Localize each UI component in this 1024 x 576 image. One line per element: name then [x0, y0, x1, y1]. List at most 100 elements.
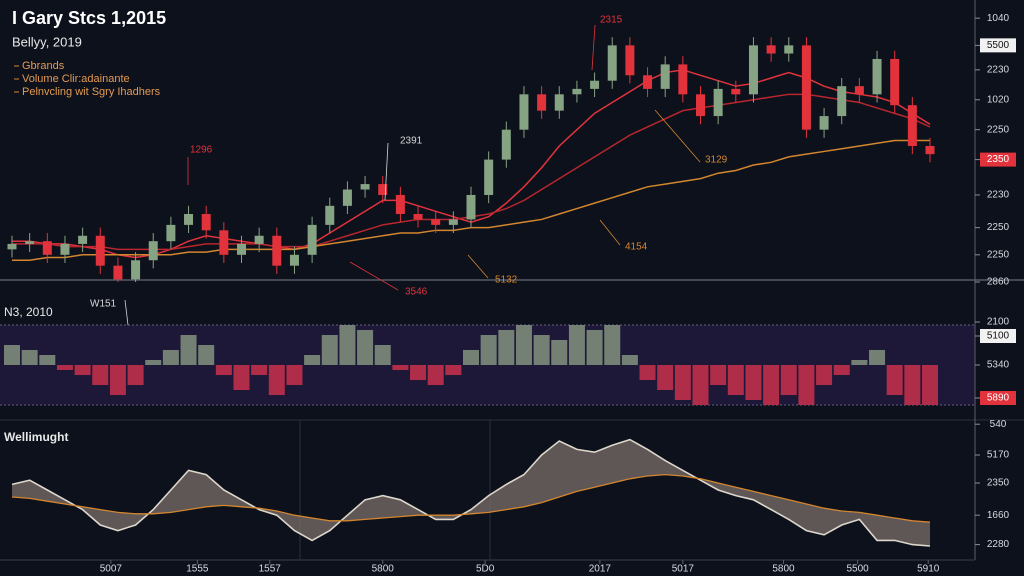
oscillator-bar: [515, 325, 532, 365]
candle-body: [819, 116, 829, 130]
oscillator-bar: [886, 365, 903, 395]
annotation-leader: [124, 299, 129, 326]
candle-body: [325, 205, 335, 225]
candle-body: [131, 260, 141, 280]
annotation-leader: [654, 109, 701, 163]
oscillator-bar: [427, 365, 444, 385]
candle-body: [237, 243, 246, 255]
tick-highlight: [980, 391, 1016, 405]
oscillator-bar: [621, 355, 638, 365]
y-tick-label: 5890: [987, 393, 1010, 404]
y-tick-label: 2250: [987, 249, 1010, 260]
x-tick-label: 5017: [672, 564, 695, 575]
oscillator-bar: [198, 345, 215, 365]
oscillator-bar: [710, 365, 727, 385]
candle-body: [572, 88, 582, 95]
y-tick-label: 2860: [987, 277, 1010, 288]
oscillator-bar: [215, 365, 232, 375]
oscillator-bar: [392, 365, 409, 370]
candle-body: [342, 189, 352, 206]
oscillator-bar: [657, 365, 674, 390]
candle-body: [748, 45, 758, 95]
oscillator-bar: [851, 360, 868, 365]
oscillator-bar: [674, 365, 691, 400]
legend-label: Gbrands: [22, 60, 65, 72]
oscillator-bar: [904, 365, 921, 405]
oscillator-bar: [445, 365, 462, 375]
candle-body: [872, 58, 882, 95]
candle-body: [307, 224, 317, 255]
oscillator-bar: [162, 350, 179, 365]
annotation-leader: [467, 254, 489, 279]
candle-body: [590, 80, 600, 89]
oscillator-bar: [780, 365, 797, 395]
candle-body: [254, 235, 264, 244]
oscillator-bar: [339, 325, 356, 365]
oscillator-bar: [92, 365, 109, 385]
candle-body: [360, 184, 370, 190]
candle-body: [219, 230, 229, 255]
candle-body: [166, 224, 176, 242]
oscillator-bar: [639, 365, 656, 380]
annotation: 2315: [600, 15, 623, 26]
candle-body: [784, 45, 794, 54]
indicator-line: [11, 473, 931, 523]
x-tick-label: 5007: [100, 564, 123, 575]
candle-body: [501, 129, 511, 160]
oscillator-bar: [586, 330, 603, 365]
candle-body: [378, 184, 388, 195]
oscillator-bar: [286, 365, 303, 385]
candle-body: [925, 146, 935, 155]
tick-highlight: [980, 152, 1016, 167]
y-tick-label: 1660: [987, 510, 1010, 521]
annotation: 3129: [705, 155, 728, 166]
candle-body: [890, 58, 900, 106]
oscillator-bar: [463, 350, 479, 365]
oscillator-bar: [745, 365, 762, 400]
tick-highlight: [980, 329, 1016, 343]
oscillator-bar: [551, 340, 568, 365]
candle-body: [448, 219, 458, 225]
y-tick-label: 1040: [987, 13, 1010, 24]
candle-body: [148, 241, 158, 261]
candle-body: [537, 94, 547, 111]
annotation: 5132: [495, 275, 518, 286]
indicator-line: [11, 438, 931, 547]
oscillator-bar: [498, 330, 515, 365]
x-tick-label: 1557: [259, 564, 282, 575]
annotation: 1296: [190, 145, 213, 156]
candle-body: [289, 254, 299, 266]
legend-label: Volume Clir:adainante: [22, 73, 130, 85]
annotation: 3546: [405, 287, 428, 298]
oscillator-bar: [109, 365, 126, 395]
oscillator-bar: [21, 350, 38, 365]
oscillator-bar: [180, 335, 197, 365]
x-tick-label: 5500: [846, 564, 869, 575]
candle-body: [78, 235, 88, 244]
candle-body: [837, 86, 847, 117]
candle-body: [484, 159, 494, 195]
oscillator-bar: [304, 355, 321, 365]
x-tick-label: 5D0: [476, 564, 495, 575]
candle-body: [696, 94, 705, 117]
candle-body: [519, 94, 529, 130]
oscillator-bar: [533, 335, 550, 365]
candle-body: [766, 45, 776, 54]
oscillator-bar: [798, 365, 815, 405]
candle-body: [731, 88, 741, 95]
candle-body: [660, 64, 670, 89]
candle-body: [466, 194, 476, 220]
candle-body: [713, 88, 723, 117]
annotation-leader: [384, 142, 389, 201]
oscillator-bar: [833, 365, 850, 375]
y-tick-label: 540: [990, 419, 1007, 430]
candle-body: [413, 214, 423, 220]
candle-body: [854, 86, 864, 95]
x-tick-label: 2017: [589, 564, 612, 575]
candle-body: [607, 45, 617, 81]
annotation-leader: [591, 24, 596, 71]
oscillator-bar: [410, 365, 427, 380]
oscillator-bar: [251, 365, 268, 375]
